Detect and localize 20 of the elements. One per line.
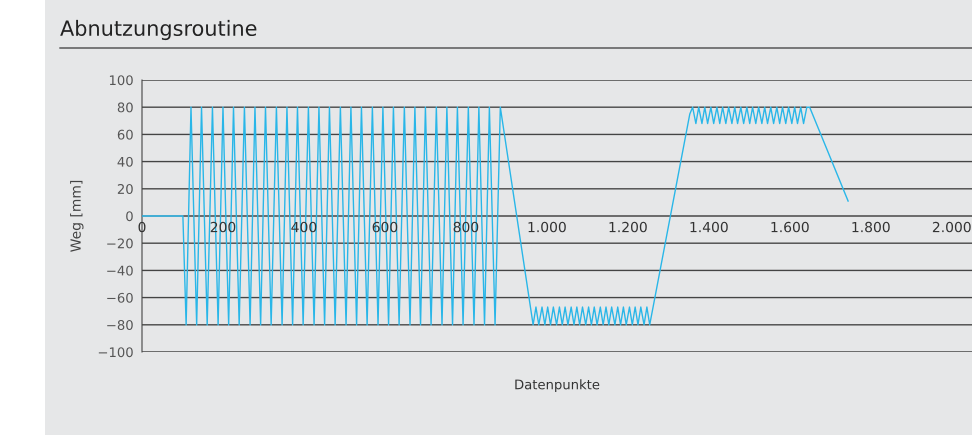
x-axis-title: Datenpunkte: [515, 379, 600, 392]
x-tick-label: 1.200: [610, 222, 647, 232]
y-tick-label: 100: [110, 75, 133, 86]
y-tick-label: −60: [107, 292, 133, 303]
y-tick-label: 40: [118, 156, 133, 167]
y-tick-label: 80: [118, 102, 133, 112]
x-tick-label: 1.600: [771, 222, 809, 232]
x-tick-label: 1.000: [528, 222, 566, 232]
x-tick-label: 1.400: [690, 222, 728, 232]
y-tick-label: 0: [126, 211, 133, 222]
y-tick-label: −100: [98, 347, 133, 358]
y-axis-title: Weg [mm]: [70, 180, 84, 252]
y-tick-label: −20: [107, 238, 133, 248]
y-tick-label: −80: [107, 320, 133, 330]
y-tick-label: 20: [118, 184, 133, 194]
x-tick-label: 1.800: [852, 222, 890, 232]
chart-title: Abnutzungsroutine: [60, 20, 256, 40]
y-tick-label: −40: [107, 266, 133, 276]
x-tick-label: 2.000: [932, 222, 971, 232]
y-tick-label: 60: [118, 130, 133, 140]
